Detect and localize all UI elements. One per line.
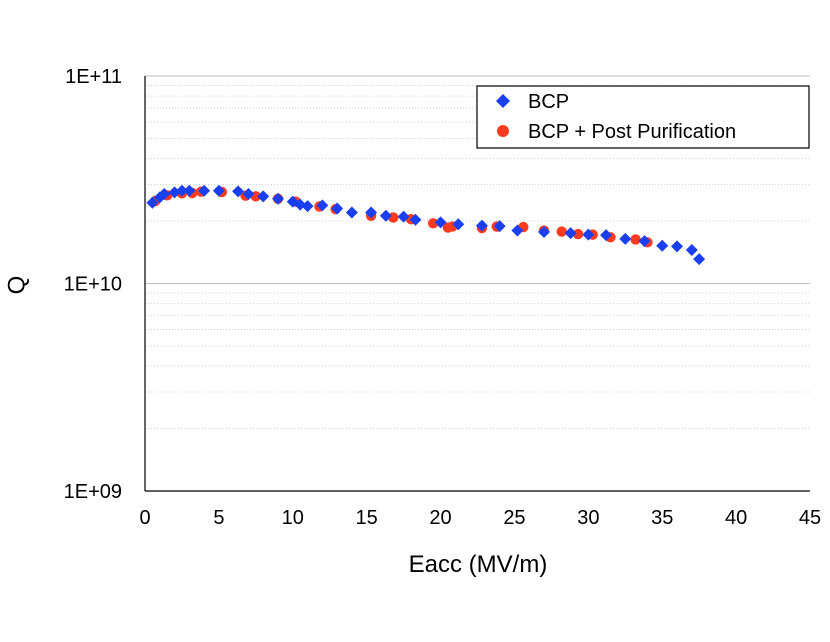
point-bcp (619, 232, 632, 245)
x-tick-label: 20 (429, 507, 451, 529)
point-bcp (301, 200, 314, 213)
legend-marker-post-purification (497, 125, 509, 137)
point-bcp (397, 210, 410, 223)
point-bcp (511, 224, 524, 237)
point-bcp (175, 184, 188, 197)
x-tick-label: 40 (725, 507, 747, 529)
tick-labels: 0 5 10 15 20 25 30 35 40 45 1E+09 1E+10 1E+11 (64, 66, 822, 529)
point-bcp (409, 213, 422, 226)
legend-box (476, 85, 810, 149)
x-tick-label: 35 (651, 507, 673, 529)
x-tick-label: 0 (139, 507, 150, 529)
data-points (146, 184, 706, 266)
point-bcp (493, 220, 506, 233)
point-bcp-post-purification (630, 234, 641, 245)
x-tick-label: 10 (282, 507, 304, 529)
axes (144, 76, 810, 492)
point-bcp (158, 187, 171, 200)
y-axis-title: Q (3, 276, 30, 295)
point-bcp (242, 187, 255, 200)
point-bcp (582, 228, 595, 241)
point-bcp (685, 244, 698, 257)
legend-label-post-purification: BCP + Post Purification (528, 121, 736, 143)
x-axis-title: Eacc (MV/m) (409, 551, 548, 578)
point-bcp (331, 202, 344, 215)
point-bcp (212, 184, 225, 197)
point-bcp (272, 192, 284, 205)
x-tick-label: 45 (799, 507, 821, 529)
point-bcp (434, 216, 447, 229)
legend: BCP BCP + Post Purification (476, 85, 810, 149)
point-bcp (538, 226, 550, 239)
point-bcp (146, 196, 159, 209)
point-bcp (671, 240, 683, 253)
legend-label-bcp: BCP (528, 91, 569, 113)
point-bcp (600, 229, 613, 242)
y-tick-label: 1E+11 (65, 66, 122, 88)
point-bcp (183, 184, 196, 197)
point-bcp-post-purification (427, 218, 439, 229)
point-bcp (452, 218, 465, 231)
y-tick-label: 1E+10 (64, 274, 122, 296)
point-bcp (257, 190, 270, 203)
point-bcp (316, 199, 329, 212)
y-tick-label: 1E+09 (64, 481, 122, 503)
x-tick-label: 30 (577, 507, 599, 529)
point-bcp (693, 253, 706, 266)
x-tick-label: 25 (503, 507, 525, 529)
x-tick-label: 5 (213, 507, 224, 529)
point-bcp-post-purification (556, 226, 567, 237)
point-bcp (345, 206, 358, 219)
point-bcp (198, 184, 211, 197)
point-bcp (232, 185, 245, 198)
x-tick-label: 15 (356, 507, 378, 529)
point-bcp (475, 219, 488, 232)
point-bcp (564, 227, 577, 240)
point-bcp (656, 239, 669, 252)
gridlines (145, 75, 810, 430)
point-bcp-post-purification (572, 228, 584, 240)
point-bcp (379, 209, 392, 222)
legend-marker-bcp (496, 94, 510, 108)
point-bcp (365, 206, 378, 219)
point-bcp (638, 235, 651, 248)
